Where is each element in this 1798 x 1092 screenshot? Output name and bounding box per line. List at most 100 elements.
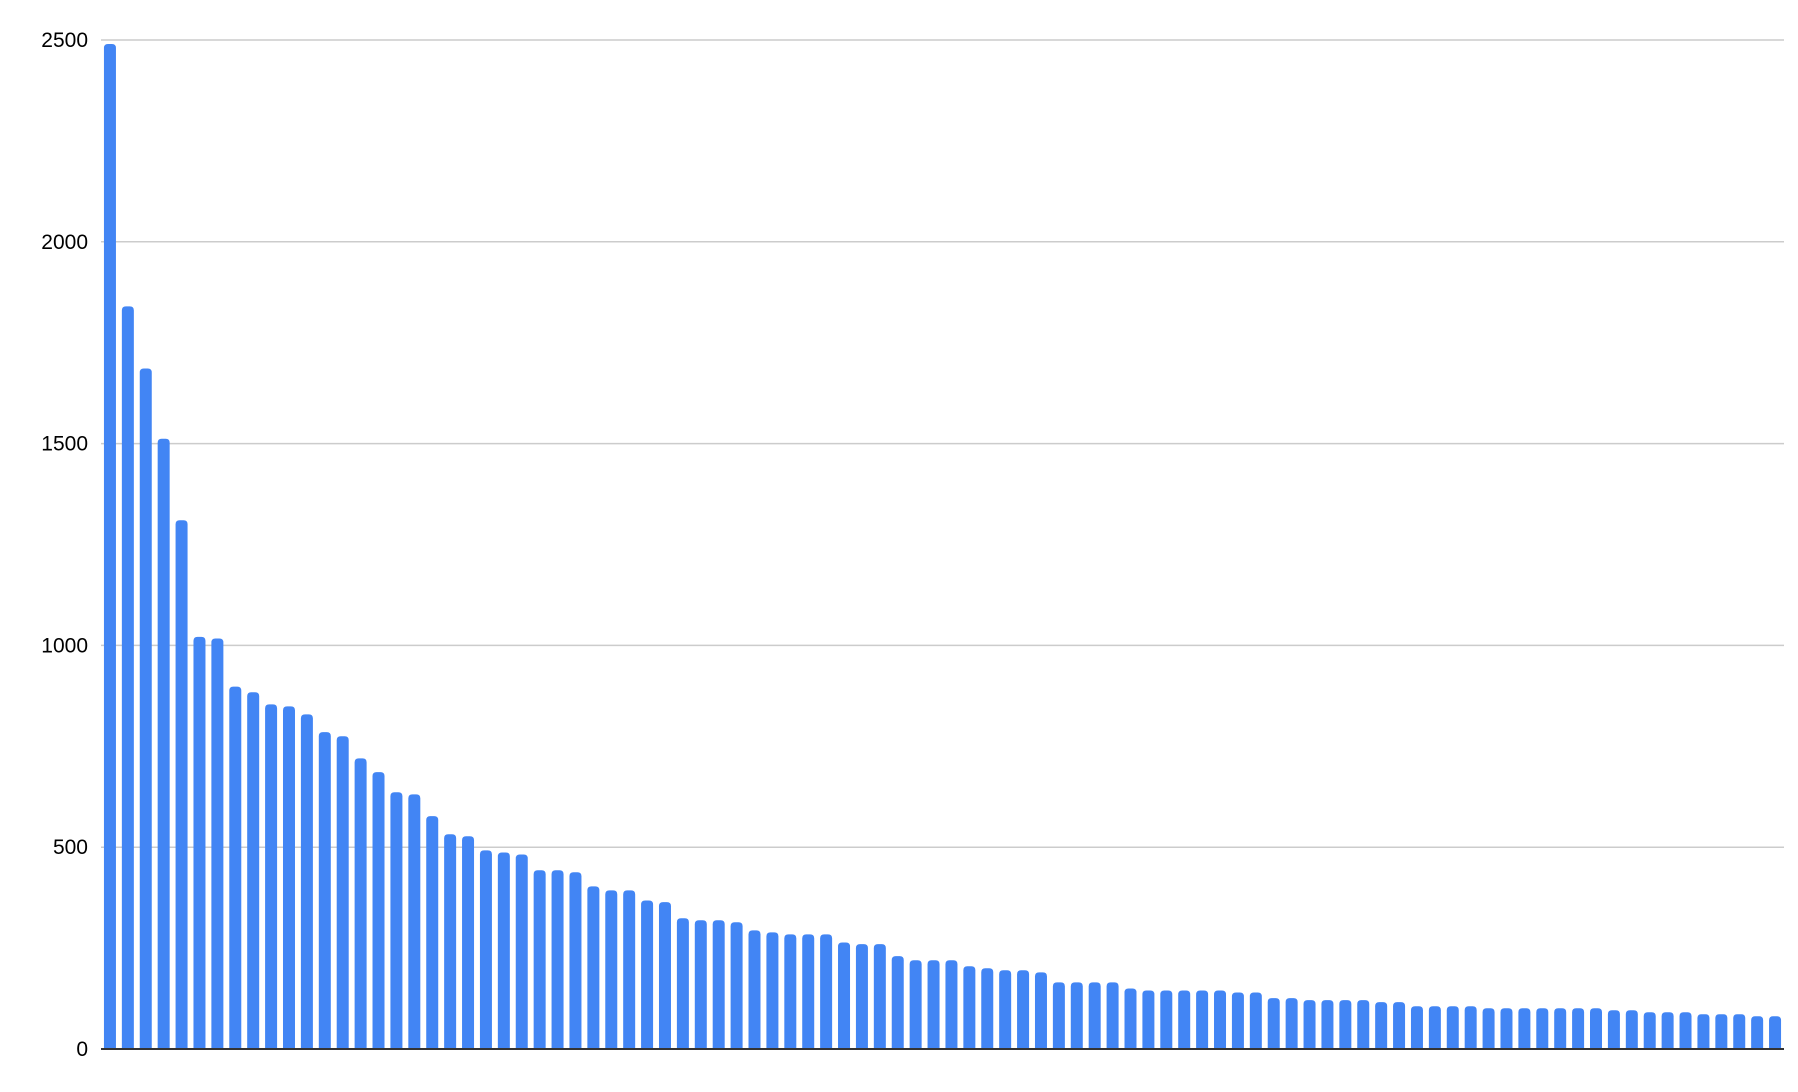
bar [658, 902, 671, 1049]
bar [336, 736, 349, 1049]
bar [1124, 988, 1137, 1049]
bar [1607, 1010, 1620, 1049]
bar [1733, 1014, 1746, 1049]
bar [1267, 998, 1280, 1049]
y-tick-label: 500 [53, 836, 88, 859]
bar [1321, 1000, 1334, 1049]
bar [873, 944, 886, 1049]
bar [372, 772, 385, 1049]
bar [1249, 992, 1262, 1049]
gridlines [101, 39, 1784, 848]
y-tick-label: 0 [76, 1038, 88, 1061]
bar [623, 890, 636, 1049]
bar [909, 960, 922, 1049]
bar [300, 714, 313, 1049]
bar [1231, 992, 1244, 1049]
bar [282, 706, 295, 1049]
bar [1590, 1008, 1603, 1049]
bar [1446, 1006, 1459, 1049]
bar [1679, 1012, 1692, 1049]
bar [103, 44, 116, 1049]
y-tick-label: 1500 [41, 433, 88, 456]
y-tick-label: 2500 [41, 29, 88, 52]
bar [1536, 1008, 1549, 1049]
bar [390, 792, 403, 1049]
bar [694, 920, 707, 1049]
bar [551, 870, 564, 1049]
bar [1088, 982, 1101, 1049]
bar [748, 930, 761, 1049]
bar [641, 900, 654, 1049]
bar [1214, 990, 1227, 1049]
bar [999, 970, 1012, 1049]
bar [927, 960, 940, 1049]
bar [408, 794, 421, 1049]
bar [462, 836, 475, 1049]
y-tick-label: 1000 [41, 634, 88, 657]
bar [1661, 1012, 1674, 1049]
bar [891, 956, 904, 1049]
bar [497, 852, 510, 1049]
bar [515, 854, 528, 1049]
bar [1160, 990, 1173, 1049]
bar [1303, 1000, 1316, 1049]
bar [1285, 998, 1298, 1049]
bar [1518, 1008, 1531, 1049]
bar [1769, 1016, 1782, 1049]
bar [1017, 970, 1030, 1049]
bar [1500, 1008, 1513, 1049]
bar [354, 758, 367, 1049]
bar [1697, 1014, 1710, 1049]
bar [1178, 990, 1191, 1049]
bar [479, 850, 492, 1049]
bar [139, 368, 152, 1049]
y-tick-label: 2000 [41, 231, 88, 254]
bar [193, 636, 206, 1049]
bar [265, 704, 278, 1049]
bar [121, 306, 134, 1050]
bar [157, 438, 170, 1049]
bar [247, 692, 260, 1049]
bar [802, 934, 815, 1049]
bar [1034, 972, 1047, 1049]
bar [569, 872, 582, 1049]
bar [605, 890, 618, 1049]
bar [444, 834, 457, 1049]
bar [1751, 1016, 1764, 1049]
bar [712, 920, 725, 1049]
bar [533, 870, 546, 1049]
bar [1052, 982, 1065, 1049]
bar [1625, 1010, 1638, 1049]
bar [318, 732, 331, 1049]
bar [211, 638, 224, 1049]
bar [730, 922, 743, 1049]
bar [855, 944, 868, 1049]
bar [1428, 1006, 1441, 1049]
bar [784, 934, 797, 1049]
bar [820, 934, 833, 1049]
bar [1410, 1006, 1423, 1049]
bar [1554, 1008, 1567, 1049]
bar [1643, 1012, 1656, 1049]
bar [1357, 1000, 1370, 1049]
bar [945, 960, 958, 1049]
bar [1572, 1008, 1585, 1049]
bar [981, 968, 994, 1049]
bar [676, 918, 689, 1049]
bar [1070, 982, 1083, 1049]
bar [1196, 990, 1209, 1049]
bar [838, 942, 851, 1049]
bar [1339, 1000, 1352, 1049]
bar [1106, 982, 1119, 1049]
bar [1715, 1014, 1728, 1049]
bars [103, 44, 1782, 1050]
y-axis-labels: 0 500 1000 1500 2000 2500 [41, 29, 88, 1061]
bar [229, 686, 242, 1049]
bar [766, 932, 779, 1049]
bar [175, 520, 188, 1049]
bar [1393, 1002, 1406, 1049]
bar [1142, 990, 1155, 1049]
bar [1482, 1008, 1495, 1049]
bar [587, 886, 600, 1049]
